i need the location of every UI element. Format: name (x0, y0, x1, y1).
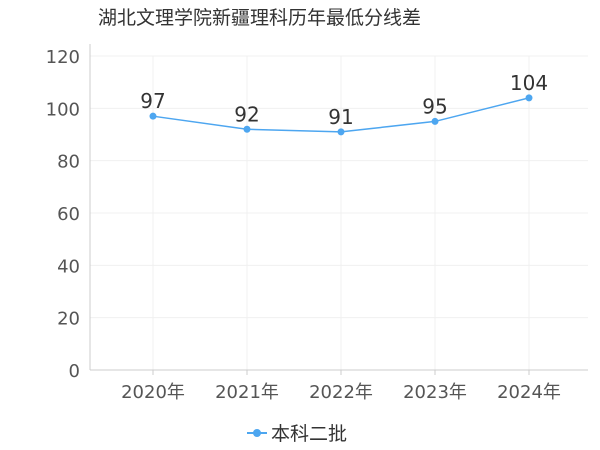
y-tick-label: 120 (46, 47, 80, 68)
legend[interactable]: 本科二批 (247, 423, 347, 445)
chart-title: 湖北文理学院新疆理科历年最低分线差 (98, 7, 422, 29)
grid-lines (90, 55, 588, 370)
y-tick-label: 80 (57, 152, 80, 173)
x-tick-label: 2023年 (403, 382, 467, 403)
x-tick-label: 2021年 (215, 382, 279, 403)
y-tick-label: 60 (57, 204, 80, 225)
y-tick-label: 100 (46, 99, 80, 120)
data-label: 92 (234, 102, 259, 126)
x-tick-label: 2022年 (309, 382, 373, 403)
data-label: 91 (328, 105, 353, 129)
x-axis-ticks: 2020年 2021年 2022年 2023年 2024年 (121, 370, 561, 403)
data-labels: 97 92 91 95 104 (140, 71, 548, 129)
data-point (431, 117, 439, 125)
data-label: 95 (422, 94, 447, 118)
y-tick-label: 40 (57, 256, 80, 277)
x-tick-label: 2024年 (497, 382, 561, 403)
data-point (337, 128, 345, 136)
data-label: 104 (510, 71, 548, 95)
x-tick-label: 2020年 (121, 382, 185, 403)
y-tick-label: 0 (69, 361, 80, 382)
data-point (149, 112, 157, 120)
legend-label: 本科二批 (271, 423, 347, 445)
y-axis-ticks: 0 20 40 60 80 100 120 (46, 47, 80, 382)
data-point (525, 94, 533, 102)
axes (89, 44, 588, 371)
data-label: 97 (140, 89, 165, 113)
series-layer (149, 94, 533, 136)
data-point (243, 125, 251, 133)
y-tick-label: 20 (57, 309, 80, 330)
legend-marker (253, 429, 261, 437)
